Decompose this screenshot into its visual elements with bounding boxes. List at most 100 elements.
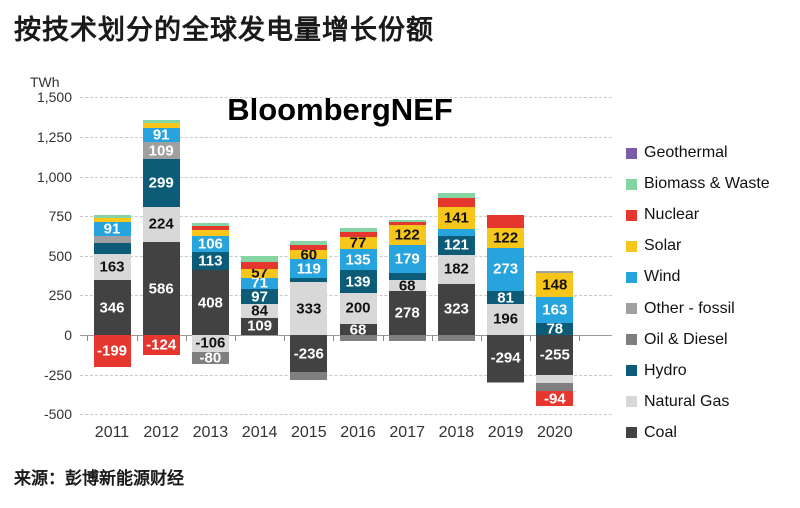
- bar-segment: [241, 255, 279, 262]
- gridline: [80, 216, 612, 218]
- bar-segment: [487, 303, 525, 335]
- legend-swatch: [626, 271, 637, 283]
- bar-segment: [241, 289, 279, 305]
- y-axis-tick-label: 250: [48, 287, 72, 304]
- bar-segment: [142, 122, 180, 128]
- source-note: 来源：彭博新能源财经: [14, 469, 184, 488]
- bar-segment: [339, 228, 377, 233]
- x-axis-tick-mark: [185, 335, 187, 341]
- legend-label: Coal: [644, 423, 677, 441]
- legend-swatch: [626, 396, 637, 408]
- chart-title: 按技术划分的全球发电量增长份额: [14, 15, 434, 45]
- bar-segment: [339, 236, 377, 250]
- bloombergnef-watermark: BloombergNEF: [227, 92, 453, 127]
- legend-label: Oil & Diesel: [644, 330, 728, 348]
- y-axis-tick-label: -500: [43, 406, 72, 423]
- bar-segment: [290, 249, 328, 260]
- x-axis-year-label: 2020: [537, 424, 573, 441]
- legend-label: Natural Gas: [644, 392, 730, 410]
- legend-label: Nuclear: [644, 206, 700, 224]
- bar-segment: [93, 335, 131, 367]
- y-axis-tick-label: 1,250: [36, 128, 72, 145]
- bar-segment: [388, 335, 426, 341]
- y-axis-tick-label: 500: [48, 247, 72, 264]
- x-axis-tick-mark: [481, 335, 482, 341]
- bar-segment: [536, 391, 574, 407]
- x-axis-tick-mark: [530, 335, 532, 341]
- bar-segment: [290, 259, 328, 279]
- bar-segment: [437, 207, 475, 230]
- x-axis-tick-mark: [284, 335, 286, 341]
- legend-swatch: [626, 178, 637, 190]
- bar-segment: [536, 335, 574, 376]
- bar-segment: [536, 375, 574, 384]
- x-axis-tick-mark: [333, 335, 335, 341]
- bar-segment: [290, 372, 328, 380]
- x-axis-tick-mark: [235, 335, 236, 341]
- bar-segment: [191, 230, 229, 236]
- bar-segment: [191, 235, 229, 253]
- bar-segment: [241, 277, 279, 290]
- bar-segment: [290, 335, 328, 373]
- bar-segment: [290, 241, 328, 246]
- bar-segment: [487, 228, 525, 248]
- gridline: [80, 374, 612, 376]
- bar-segment: [142, 141, 180, 160]
- bar-segment: [241, 304, 279, 318]
- bar-segment: [536, 273, 574, 297]
- bar-segment: [536, 296, 574, 323]
- x-axis-year-label: 2014: [241, 424, 278, 441]
- legend-swatch: [626, 303, 637, 314]
- bar-segment: [93, 243, 131, 255]
- bar-segment: [437, 197, 475, 208]
- legend-swatch: [626, 240, 637, 252]
- legend-item: Other - fossil: [626, 299, 735, 319]
- bar-segment: [388, 225, 426, 245]
- gridline: [80, 176, 612, 178]
- bar-segment: [93, 217, 131, 222]
- y-axis-tick-label: 1,000: [36, 168, 72, 185]
- bar-segment: [437, 254, 475, 284]
- bar-segment: [191, 270, 229, 335]
- x-axis-tick-mark: [136, 335, 138, 341]
- x-axis-tick-mark: [382, 335, 384, 341]
- bar-segment: [388, 280, 426, 291]
- bar-segment: [487, 215, 525, 229]
- bar-segment: [339, 270, 377, 293]
- bar-segment: [191, 222, 229, 227]
- bar-segment: [339, 335, 377, 342]
- gridline: [80, 414, 612, 416]
- bar-segment: [241, 261, 279, 269]
- x-axis-year-label: 2015: [291, 424, 327, 441]
- legend-swatch: [626, 209, 637, 221]
- legend-swatch: [626, 365, 637, 377]
- bar-segment: [388, 290, 426, 335]
- y-axis-tick-label: 0: [64, 327, 72, 343]
- bar-segment: [191, 351, 229, 365]
- x-axis-year-label: 2011: [94, 424, 130, 441]
- bar-segment: [388, 221, 426, 226]
- bar-segment: [388, 273, 426, 281]
- legend-swatch: [626, 334, 637, 346]
- legend-swatch: [626, 147, 637, 159]
- bar-segment: [241, 317, 279, 335]
- bar-segment: [339, 232, 377, 237]
- legend-item: Geothermal: [626, 143, 728, 163]
- bar-segment: [339, 249, 377, 271]
- legend-item: Nuclear: [626, 205, 699, 225]
- bar-segment: [290, 278, 328, 283]
- bar-segment: [142, 127, 180, 142]
- legend-item: Solar: [626, 236, 681, 256]
- bar-segment: [142, 335, 180, 355]
- legend-item: Natural Gas: [626, 392, 729, 412]
- bar-segment: [93, 254, 131, 281]
- bar-segment: [142, 242, 180, 335]
- bar-segment: [437, 335, 475, 342]
- x-axis-year-label: 2016: [340, 424, 376, 441]
- bar-segment: [536, 322, 574, 335]
- legend-item: Wind: [626, 267, 680, 287]
- gridline: [80, 97, 612, 99]
- x-axis-tick-mark: [87, 335, 89, 341]
- bar-segment: [241, 268, 279, 278]
- bar-segment: [437, 192, 475, 198]
